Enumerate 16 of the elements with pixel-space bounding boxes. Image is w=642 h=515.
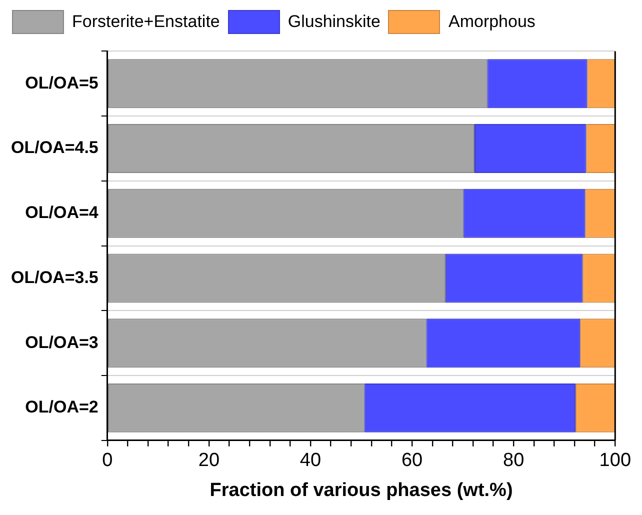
x-tick-label: 100 <box>599 450 631 472</box>
y-tick-label: OL/OA=4.5 <box>11 138 98 158</box>
y-tick-label: OL/OA=3 <box>25 332 98 352</box>
x-axis-title: Fraction of various phases (wt.%) <box>210 480 513 501</box>
x-tick-label: 60 <box>401 450 423 472</box>
x-tick-label: 80 <box>503 450 524 472</box>
legend-label: Glushinskite <box>288 12 380 32</box>
y-tick-label: OL/OA=5 <box>25 73 98 92</box>
series-label: Forsterite+Enstatite <box>72 12 220 32</box>
legend-label: Amorphous <box>448 12 536 32</box>
x-tick-label: 20 <box>198 450 220 472</box>
y-tick-label: OL/OA=3.5 <box>11 268 98 287</box>
y-tick-label: OL/OA=2 <box>25 398 98 417</box>
y-tick-label: OL/OA=4 <box>25 203 99 222</box>
x-tick-label: 0 <box>102 450 113 472</box>
x-tick-label: 40 <box>300 450 322 472</box>
